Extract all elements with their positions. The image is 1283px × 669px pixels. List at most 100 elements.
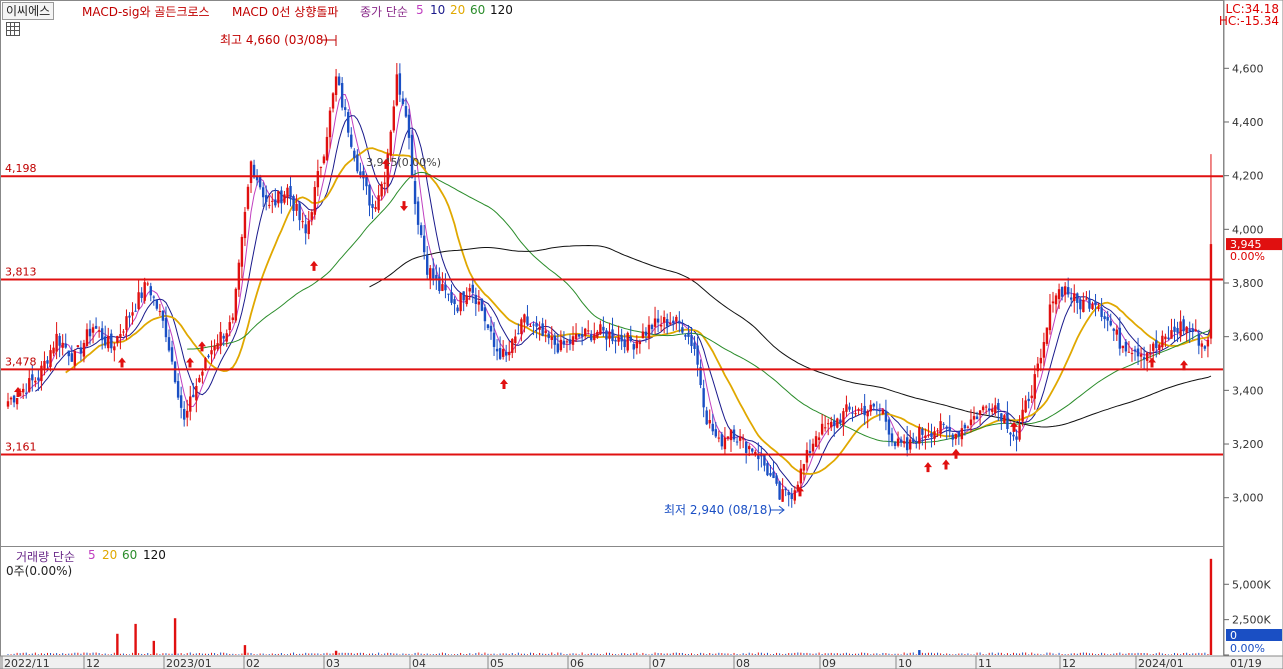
candle-body [918, 427, 921, 444]
candle-body [1115, 329, 1118, 335]
candle-body [748, 446, 751, 450]
candle-body [286, 187, 289, 198]
candle-body [1088, 298, 1091, 309]
candle-body [128, 315, 131, 318]
candle-body [61, 342, 64, 348]
support-line-label: 3,813 [5, 266, 37, 279]
candle-body [1130, 353, 1134, 355]
candle-body [653, 318, 657, 327]
candle-body [684, 334, 687, 337]
candle-body [444, 284, 447, 291]
candle-body [538, 327, 541, 330]
candle-body [596, 331, 599, 338]
candle-body [912, 438, 915, 443]
candle-body [170, 347, 174, 362]
candle-body [827, 423, 830, 425]
candle-body [924, 435, 927, 438]
indicator-macd-zero[interactable]: MACD 0선 상향돌파 [232, 5, 339, 19]
candle-body [234, 288, 238, 321]
candle-body [292, 196, 295, 211]
volume-spike [173, 618, 177, 655]
vol-ma120-label: 120 [143, 548, 166, 562]
candle-body [960, 428, 964, 440]
candle-body [328, 110, 332, 138]
candle-body [149, 286, 152, 296]
candle-body [817, 437, 821, 440]
candle-body [1106, 316, 1109, 321]
candle-body [113, 346, 116, 351]
indicator-macd-signal[interactable]: MACD-sig와 골든크로스 [82, 5, 210, 19]
current-price-tag [1226, 238, 1282, 251]
candle-body [580, 333, 584, 337]
candle-body [210, 350, 213, 355]
ma-label[interactable]: 종가 단순 [360, 5, 408, 19]
ticker-box[interactable]: 이씨에스 [2, 2, 55, 20]
candle-body [21, 388, 25, 393]
candle-body [751, 448, 754, 452]
candle-body [641, 331, 645, 339]
time-tick-label: 10 [898, 657, 912, 669]
candle-body [1155, 340, 1158, 349]
candle-body [830, 421, 833, 428]
candle-body [319, 166, 323, 168]
candle-body [125, 316, 128, 330]
candle-body [1185, 326, 1188, 333]
candle-body [6, 401, 10, 407]
buy-arrow-icon [500, 378, 508, 389]
candle-body [945, 426, 948, 429]
vol-ma20-label: 20 [102, 548, 118, 562]
candle-body [523, 314, 526, 323]
candle-body [413, 181, 417, 205]
candle-body [70, 353, 73, 362]
candle-body [158, 311, 162, 313]
candle-body [1021, 409, 1024, 422]
time-tick-label: 05 [490, 657, 504, 669]
candle-body [1076, 293, 1079, 303]
candle-body [529, 325, 532, 327]
candle-body [988, 408, 991, 411]
grid-icon[interactable] [6, 22, 20, 36]
candle-body [857, 409, 860, 411]
candle-body [550, 336, 553, 340]
candle-body [477, 301, 481, 305]
candle-body [966, 426, 970, 428]
candle-body [289, 186, 292, 198]
candle-body [192, 394, 195, 398]
candle-body [73, 351, 77, 366]
candle-body [1197, 333, 1201, 346]
candle-body [140, 292, 143, 298]
candle-body [930, 433, 933, 437]
candle-body [468, 288, 471, 292]
candle-body [392, 106, 395, 131]
candle-body [85, 329, 89, 347]
candle-body [383, 182, 386, 184]
candle-body [605, 330, 608, 340]
candle-body [659, 324, 663, 327]
volume-spike [134, 623, 137, 655]
candle-body [1006, 413, 1009, 430]
candle-body [915, 442, 918, 444]
candle-body [887, 419, 891, 435]
candle-body [535, 322, 538, 327]
candle-body [802, 464, 806, 471]
candle-body [942, 423, 945, 425]
candle-body [295, 203, 298, 211]
candle-body [1112, 328, 1115, 331]
candle-body [94, 325, 98, 329]
candle-body [614, 339, 617, 342]
volume-label[interactable]: 거래량 단순 [16, 550, 76, 564]
candle-body [447, 293, 450, 295]
candle-body [55, 333, 58, 352]
candle-body [334, 76, 338, 95]
volume-tick-label: 5,000K [1232, 578, 1271, 591]
price-tick-label: 3,200 [1232, 438, 1264, 451]
time-tick-label: 12 [86, 657, 100, 669]
candle-body [97, 330, 101, 332]
current-price-label: 3,945 [1230, 238, 1262, 251]
candle-body [498, 347, 502, 359]
candle-body [796, 484, 800, 491]
candle-body [690, 334, 693, 347]
candle-body [562, 340, 566, 345]
candle-body [91, 327, 95, 333]
candle-body [359, 171, 362, 176]
